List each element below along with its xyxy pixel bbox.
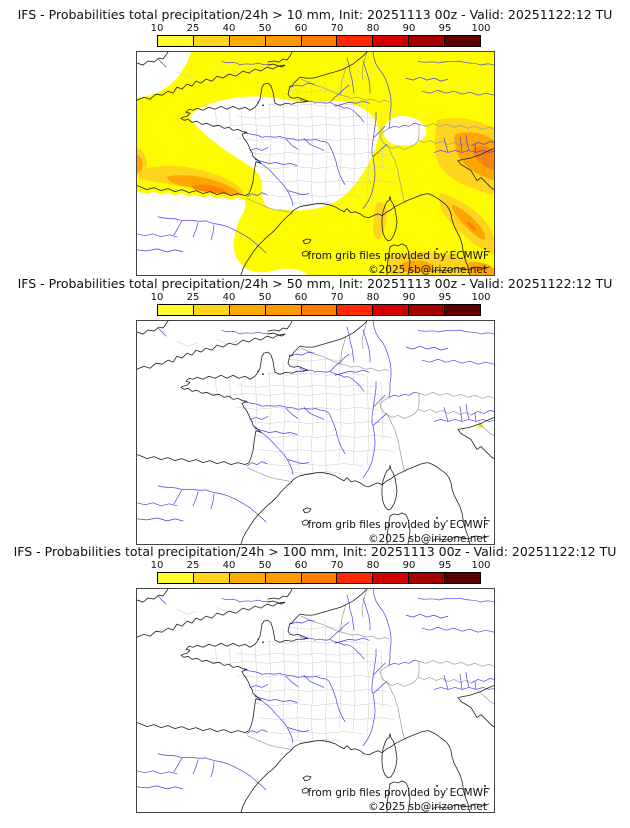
colorbar-segment <box>301 305 338 315</box>
colorbar-segment <box>193 305 230 315</box>
colorbar-tick: 60 <box>294 560 308 571</box>
colorbar-tick: 10 <box>150 292 164 303</box>
colorbar-tick: 80 <box>366 560 380 571</box>
colorbar-tick: 25 <box>186 292 200 303</box>
colorbar-tick: 80 <box>366 23 380 34</box>
panel-title: IFS - Probabilities total precipitation/… <box>13 544 617 559</box>
colorbar-segment <box>229 36 266 46</box>
colorbar: 10 25 40 50 60 70 80 90 95 100 <box>151 560 491 584</box>
colorbar-segment <box>373 36 410 46</box>
panel-p50: IFS - Probabilities total precipitation/… <box>0 276 630 545</box>
colorbar-tick: 40 <box>222 23 236 34</box>
colorbar-tick: 50 <box>258 560 272 571</box>
colorbar-ticks: 10 25 40 50 60 70 80 90 95 100 <box>151 23 491 35</box>
colorbar-ticks: 10 25 40 50 60 70 80 90 95 100 <box>151 292 491 304</box>
colorbar-tick: 80 <box>366 292 380 303</box>
colorbar-tick: 70 <box>330 292 344 303</box>
colorbar-bar <box>157 572 481 584</box>
colorbar-segment <box>373 573 410 583</box>
colorbar-segment <box>158 36 194 46</box>
colorbar-segment <box>265 36 302 46</box>
colorbar-tick: 25 <box>186 23 200 34</box>
map-svg-p50 <box>137 321 494 544</box>
colorbar-tick: 60 <box>294 292 308 303</box>
colorbar-tick: 95 <box>438 560 452 571</box>
colorbar-bar <box>157 35 481 47</box>
map-svg-p10 <box>137 52 494 275</box>
colorbar-segment <box>445 36 481 46</box>
map-p50 <box>136 320 495 545</box>
colorbar-segment <box>445 305 481 315</box>
colorbar-segment <box>265 573 302 583</box>
colorbar-segment <box>229 573 266 583</box>
colorbar-segment <box>409 305 446 315</box>
colorbar-tick: 60 <box>294 23 308 34</box>
colorbar-tick: 40 <box>222 560 236 571</box>
colorbar-tick: 25 <box>186 560 200 571</box>
colorbar-tick: 10 <box>150 23 164 34</box>
colorbar-tick: 95 <box>438 23 452 34</box>
colorbar-segment <box>193 573 230 583</box>
colorbar: 10 25 40 50 60 70 80 90 95 100 <box>151 292 491 316</box>
colorbar-ticks: 10 25 40 50 60 70 80 90 95 100 <box>151 560 491 572</box>
colorbar-tick: 70 <box>330 23 344 34</box>
colorbar-segment <box>445 573 481 583</box>
colorbar-tick: 90 <box>402 292 416 303</box>
colorbar-tick: 100 <box>471 23 491 34</box>
panel-p100: IFS - Probabilities total precipitation/… <box>0 544 630 813</box>
colorbar-tick: 90 <box>402 560 416 571</box>
colorbar-segment <box>301 36 338 46</box>
colorbar-segment <box>158 305 194 315</box>
panel-title: IFS - Probabilities total precipitation/… <box>17 276 613 291</box>
colorbar-tick: 95 <box>438 292 452 303</box>
colorbar-tick: 70 <box>330 560 344 571</box>
colorbar-segment <box>337 573 374 583</box>
colorbar-tick: 90 <box>402 23 416 34</box>
colorbar-segment <box>301 573 338 583</box>
colorbar-tick: 100 <box>471 292 491 303</box>
colorbar-segment <box>409 36 446 46</box>
colorbar-segment <box>337 36 374 46</box>
colorbar: 10 25 40 50 60 70 80 90 95 100 <box>151 23 491 47</box>
colorbar-tick: 50 <box>258 23 272 34</box>
colorbar-tick: 100 <box>471 560 491 571</box>
map-p10 <box>136 51 495 276</box>
colorbar-segment <box>409 573 446 583</box>
panel-title: IFS - Probabilities total precipitation/… <box>17 7 613 22</box>
map-p100 <box>136 588 495 813</box>
colorbar-segment <box>373 305 410 315</box>
colorbar-segment <box>193 36 230 46</box>
colorbar-tick: 50 <box>258 292 272 303</box>
colorbar-segment <box>265 305 302 315</box>
colorbar-segment <box>229 305 266 315</box>
panel-p10: IFS - Probabilities total precipitation/… <box>0 7 630 276</box>
colorbar-segment <box>158 573 194 583</box>
colorbar-tick: 40 <box>222 292 236 303</box>
colorbar-segment <box>337 305 374 315</box>
colorbar-bar <box>157 304 481 316</box>
colorbar-tick: 10 <box>150 560 164 571</box>
map-svg-p100 <box>137 589 494 812</box>
